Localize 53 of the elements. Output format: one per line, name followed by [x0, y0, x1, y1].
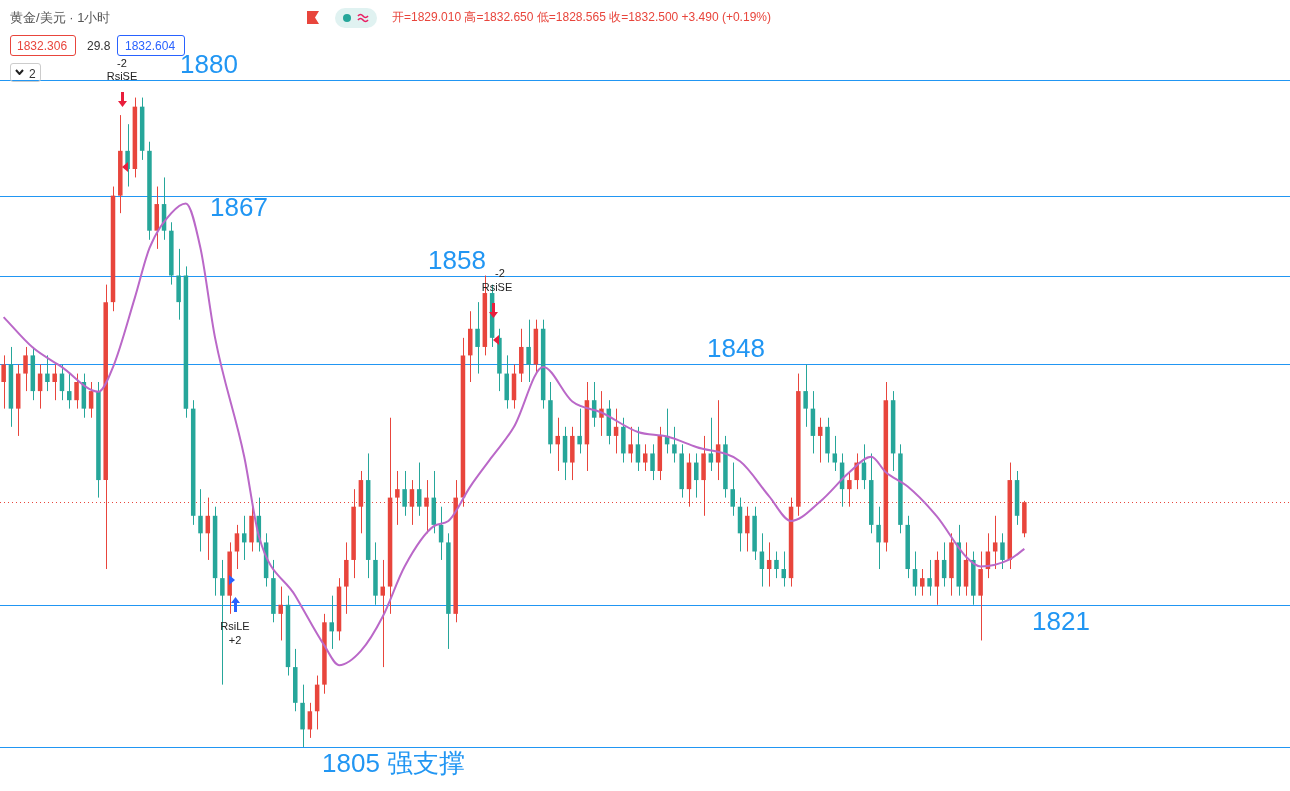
text: 2	[29, 67, 36, 81]
candlestick	[198, 488, 203, 553]
text: 1805 强支撑	[322, 747, 466, 778]
candlestick	[555, 417, 561, 472]
annotation: 1867	[210, 191, 268, 222]
annotation: 1858	[428, 244, 486, 275]
candlestick	[774, 551, 779, 579]
annotation: 1848	[707, 333, 765, 364]
candlestick	[876, 506, 881, 570]
candlestick	[234, 524, 240, 570]
candlestick	[45, 354, 50, 392]
candlestick	[577, 408, 582, 454]
chart-title: 黄金/美元 · 1小时	[10, 10, 111, 25]
candlestick	[74, 373, 79, 410]
candlestick	[475, 301, 480, 375]
candlestick	[526, 319, 531, 383]
candlestick	[832, 435, 838, 472]
chart-subtitle: 开=1829.010 高=1832.650 低=1828.565 收=1832.500 +3.490 (+0.19%)	[392, 10, 771, 24]
candlestick	[992, 515, 998, 570]
text: -2	[117, 57, 127, 69]
candlestick	[920, 568, 925, 597]
text: 1880	[180, 49, 238, 80]
candlestick	[278, 586, 283, 641]
candlestick	[927, 559, 932, 597]
candlestick	[52, 363, 57, 401]
text: 29.8	[87, 39, 111, 53]
candlestick	[642, 443, 648, 472]
text: 1821	[1032, 605, 1090, 636]
text: RsiSE	[106, 70, 138, 82]
candlestick	[402, 470, 407, 517]
text: 1832.306	[17, 39, 68, 53]
candlestick	[708, 417, 714, 472]
text: 1832.604	[125, 39, 176, 53]
candlestick	[694, 452, 699, 499]
candlestick	[1000, 532, 1005, 570]
candlestick	[635, 426, 641, 472]
candlestick	[88, 381, 94, 419]
candlestick	[745, 506, 750, 553]
candlestick	[67, 373, 72, 410]
candlestick	[628, 426, 633, 464]
annotation: -2	[495, 267, 505, 279]
candlestick	[781, 551, 787, 588]
candlestick	[23, 346, 28, 392]
candlestick	[1, 354, 6, 410]
candlestick	[416, 462, 422, 517]
candlestick	[912, 551, 918, 597]
candlestick	[672, 426, 677, 464]
candlestick	[803, 363, 808, 428]
candlestick	[730, 462, 735, 517]
candlestick	[329, 595, 334, 650]
candlestick	[650, 443, 655, 481]
annotation: +2	[228, 634, 242, 646]
candlestick	[241, 515, 247, 561]
